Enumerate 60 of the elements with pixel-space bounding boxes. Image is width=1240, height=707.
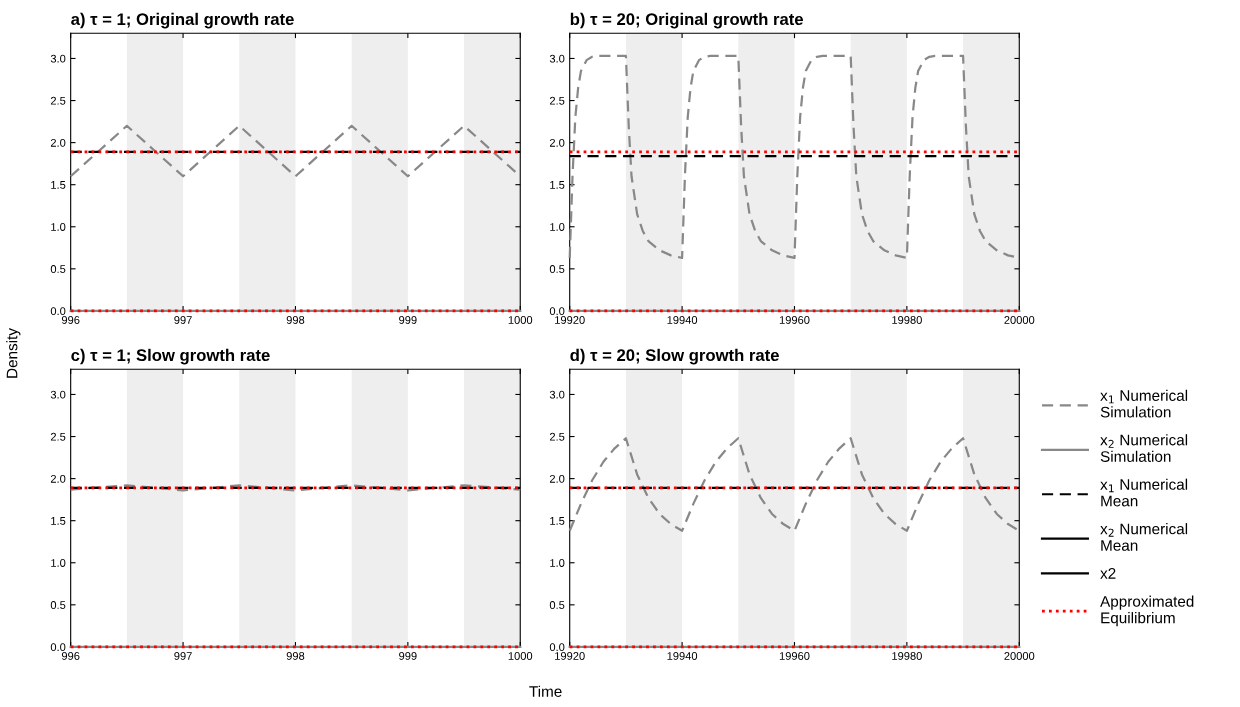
x-tick-label: 999 [399, 652, 417, 660]
chart-title: a) τ = 1; Original growth rate [71, 12, 294, 29]
x-tick-label: 998 [286, 652, 305, 660]
y-tick-label: 0.5 [549, 265, 565, 273]
x-tick-label: 19920 [555, 316, 585, 324]
legend-label: x$_{2}$ Numerical Simulation [1100, 434, 1188, 462]
x-tick-label: 996 [61, 652, 80, 660]
x-tick-label: 999 [399, 316, 417, 324]
chart-title: c) τ = 1; Slow growth rate [71, 348, 270, 365]
legend-label: Approximated Equilibrium [1100, 595, 1194, 627]
y-tick-label: 2.5 [50, 96, 66, 105]
y-tick-label: 1.0 [51, 559, 66, 567]
y-tick-label: 2.0 [549, 474, 565, 483]
y-tick-label: 3.0 [549, 54, 565, 63]
y-tick-label: 3.0 [549, 390, 565, 399]
x-tick-label: 998 [286, 316, 305, 324]
chart-title: b) τ = 20; Original growth rate [570, 12, 803, 29]
x-tick-label: 19980 [892, 652, 922, 660]
legend-label: x$_{2}$ Numerical Mean [1100, 523, 1188, 551]
x-tick-label: 19980 [892, 316, 922, 324]
y-tick-label: 2.0 [50, 138, 66, 147]
x-tick-label: 19940 [667, 316, 698, 324]
y-tick-label: 0.0 [549, 643, 565, 652]
x-axis-title: Time [529, 685, 562, 697]
y-tick-label: 0.0 [50, 643, 66, 652]
chart-title: d) τ = 20; Slow growth rate [570, 348, 779, 365]
y-tick-label: 1.5 [51, 517, 66, 525]
y-tick-label: 2.0 [50, 474, 66, 483]
y-tick-label: 1.0 [550, 223, 565, 231]
y-tick-label: 2.5 [50, 432, 66, 441]
y-tick-label: 2.5 [549, 432, 565, 441]
x-tick-label: 19920 [555, 652, 585, 660]
y-tick-label: 2.5 [549, 96, 565, 105]
x-tick-label: 19960 [779, 316, 810, 324]
x-tick-label: 20000 [1004, 316, 1035, 324]
legend-label: x2 [1100, 568, 1116, 579]
y-tick-label: 1.5 [550, 181, 565, 189]
y-tick-label: 2.0 [549, 138, 565, 147]
legend-label: x$_{1}$ Numerical Mean [1100, 478, 1188, 507]
x-tick-label: 20000 [1004, 652, 1035, 660]
y-tick-label: 1.0 [550, 559, 565, 567]
y-axis-title: Density [6, 328, 21, 378]
y-tick-label: 1.0 [51, 223, 66, 231]
x-tick-label: 19960 [779, 652, 810, 660]
y-tick-label: 1.5 [51, 181, 66, 189]
y-tick-label: 1.5 [550, 517, 565, 525]
y-tick-label: 3.0 [50, 390, 66, 399]
x-tick-label: 997 [174, 316, 192, 324]
legend-label: x$_{1}$ Numerical Simulation [1100, 389, 1188, 418]
y-tick-label: 0.5 [50, 601, 66, 609]
x-tick-label: 1000 [508, 652, 533, 660]
y-tick-label: 0.5 [549, 601, 565, 609]
y-tick-label: 0.0 [50, 307, 66, 316]
x-tick-label: 997 [174, 652, 192, 660]
y-tick-label: 0.5 [50, 265, 66, 273]
x-tick-label: 19940 [667, 652, 698, 660]
y-tick-label: 3.0 [50, 54, 66, 63]
y-tick-label: 0.0 [549, 307, 565, 316]
x-tick-label: 996 [61, 316, 80, 324]
x-tick-label: 1000 [508, 316, 533, 324]
